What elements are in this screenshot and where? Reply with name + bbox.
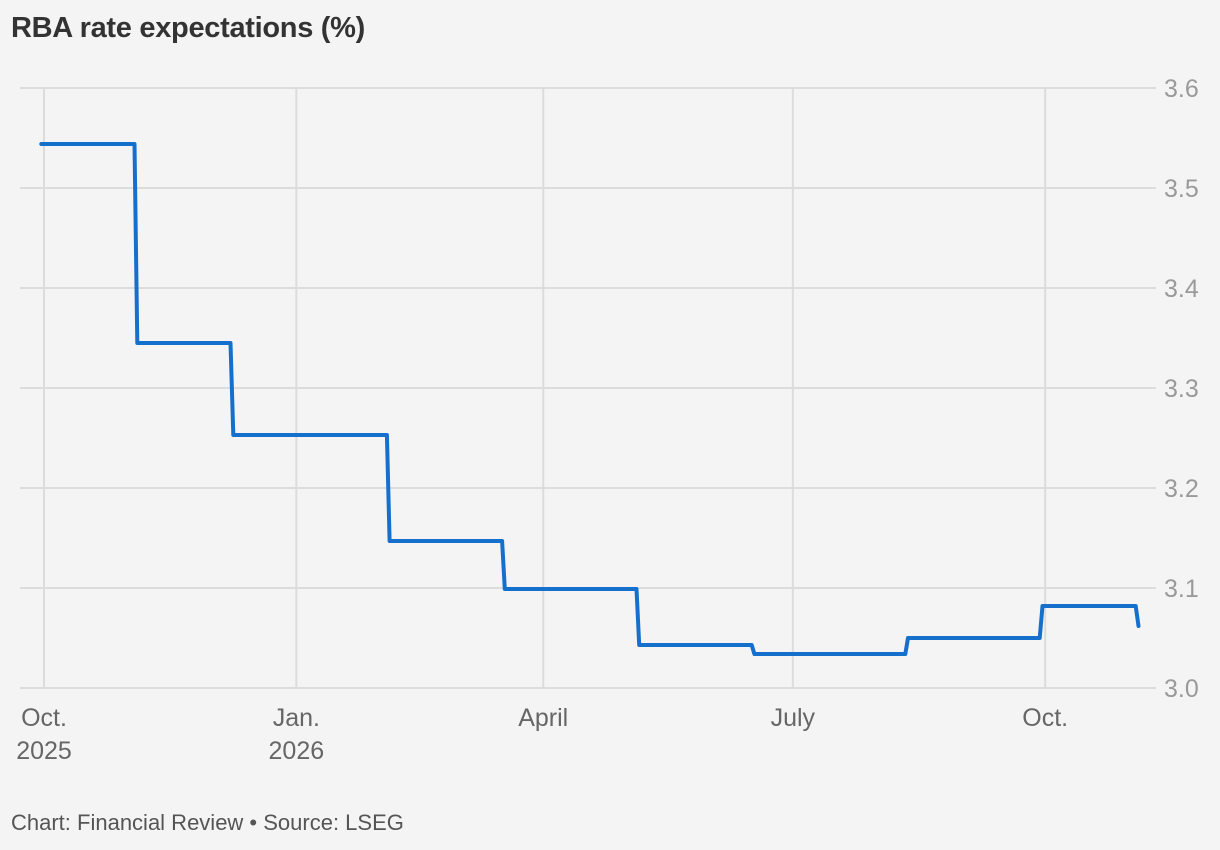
grid-lines [20,87,1156,689]
y-tick-label: 3.1 [1164,575,1199,603]
y-tick-label: 3.5 [1164,175,1199,203]
x-tick-label: 2025 [16,737,72,765]
y-tick-label: 3.3 [1164,375,1199,403]
x-axis: Oct. 2025 Jan. 2026 April July Oct. [16,704,1068,765]
x-tick-label: April [518,704,568,732]
y-tick-label: 3.4 [1164,275,1199,303]
x-tick-label: 2026 [269,737,325,765]
rate-expectation-line [39,142,1141,656]
chart-title: RBA rate expectations (%) [11,12,366,44]
y-tick-label: 3.0 [1164,675,1199,703]
chart-source-footer: Chart: Financial Review • Source: LSEG [11,810,404,835]
x-tick-label: Oct. [1022,704,1068,732]
x-tick-label: July [771,704,816,732]
y-tick-label: 3.2 [1164,475,1199,503]
y-tick-label: 3.6 [1164,75,1199,103]
x-tick-label: Oct. [21,704,67,732]
x-tick-label: Jan. [273,704,320,732]
y-axis: 3.0 3.1 3.2 3.3 3.4 3.5 3.6 [1164,75,1199,703]
